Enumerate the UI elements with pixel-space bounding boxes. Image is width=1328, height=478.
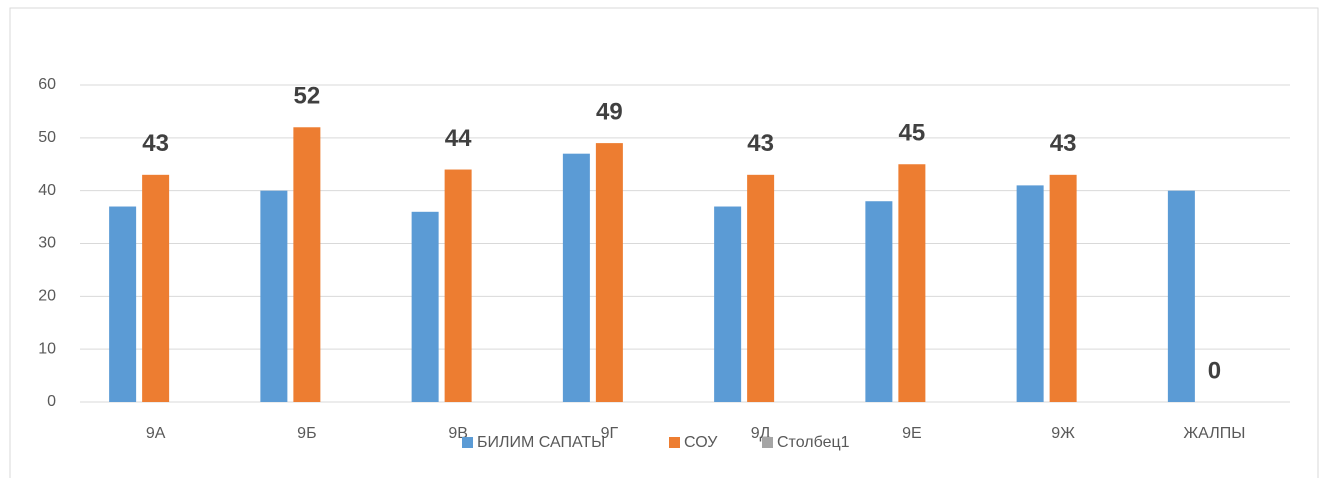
legend-label: БИЛИМ САПАТЫ: [477, 434, 605, 451]
y-tick-label: 60: [38, 76, 56, 93]
bar: [260, 190, 288, 402]
data-label: 43: [1050, 130, 1077, 157]
data-label: 44: [445, 125, 472, 152]
y-tick-label: 20: [38, 288, 56, 305]
data-label: 43: [142, 130, 169, 157]
bar: [411, 211, 439, 402]
data-label: 49: [596, 98, 623, 125]
x-tick-label: ЖАЛПЫ: [1183, 425, 1245, 442]
data-label: 45: [899, 120, 926, 147]
legend-swatch: [669, 437, 680, 448]
x-tick-label: 9А: [146, 425, 166, 442]
bar: [865, 201, 893, 402]
data-label: 0: [1208, 357, 1221, 384]
bar: [1049, 174, 1077, 402]
legend-label: Столбец1: [777, 434, 850, 451]
x-tick-label: 9Ж: [1051, 425, 1075, 442]
bar: [595, 143, 623, 402]
bar: [714, 206, 742, 402]
y-tick-label: 10: [38, 340, 56, 357]
y-tick-label: 0: [47, 393, 56, 410]
legend-swatch: [762, 437, 773, 448]
x-tick-label: 9Г: [601, 425, 619, 442]
bar: [898, 164, 926, 402]
bar: [293, 127, 321, 403]
bar: [562, 153, 590, 402]
bar: [142, 174, 170, 402]
x-tick-label: 9Е: [902, 425, 922, 442]
data-label: 52: [294, 83, 321, 110]
bar: [1016, 185, 1044, 402]
bar: [747, 174, 775, 402]
bar: [109, 206, 137, 402]
y-tick-label: 30: [38, 235, 56, 252]
data-label: 43: [747, 130, 774, 157]
y-tick-label: 40: [38, 182, 56, 199]
bar: [1167, 190, 1195, 402]
bar: [444, 169, 472, 402]
y-tick-label: 50: [38, 129, 56, 146]
chart-frame: [9, 7, 1319, 478]
legend-label: СОУ: [684, 434, 718, 451]
legend-swatch: [462, 437, 473, 448]
x-tick-label: 9Б: [297, 425, 316, 442]
